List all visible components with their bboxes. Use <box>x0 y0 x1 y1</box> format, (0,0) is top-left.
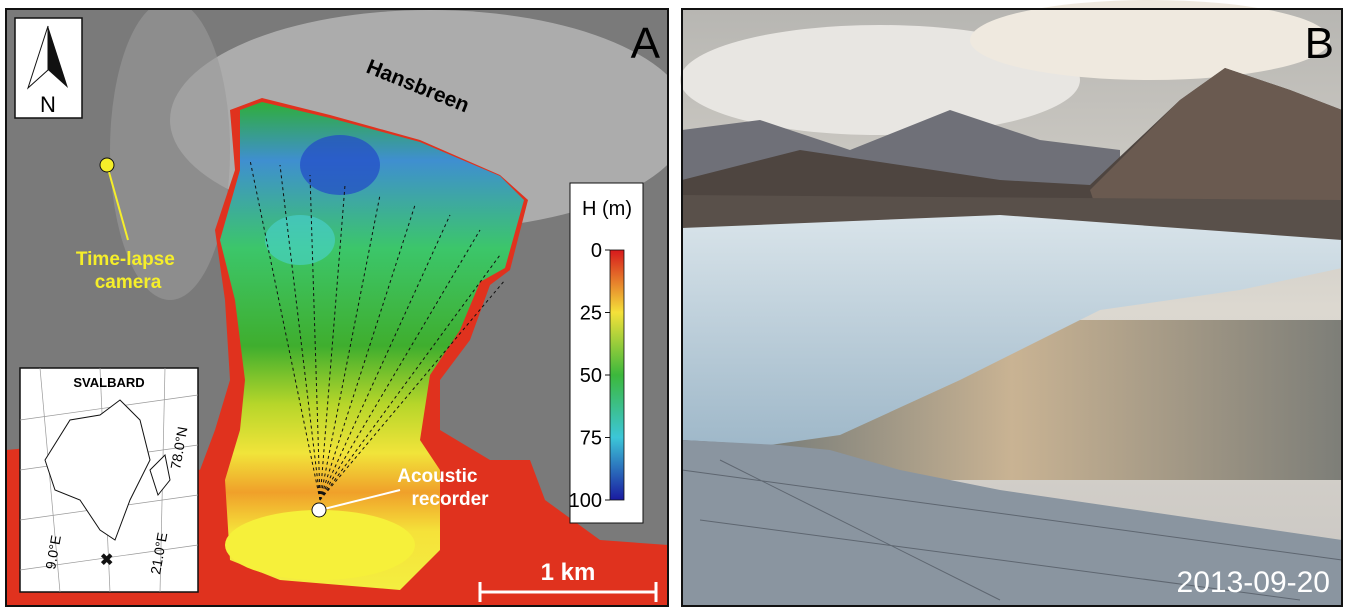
lon-label: 21.0°E <box>147 531 170 575</box>
camera-label-line: camera <box>95 272 162 293</box>
photo-date: 2013-09-20 <box>1177 566 1330 599</box>
colorbar-tick-label: 75 <box>580 428 602 450</box>
scale-bar: 1 km <box>478 559 658 602</box>
photo <box>680 0 1343 606</box>
inset-title: SVALBARD <box>73 375 144 390</box>
recorder-label-line: Acoustic <box>397 466 478 487</box>
svg-text:✖: ✖ <box>100 552 113 569</box>
colorbar-tick-label: 0 <box>591 240 602 262</box>
inset-map: ✖ SVALBARD 78.0°N 9.0°E 21.0°E <box>19 367 199 593</box>
camera-label-line: Time-lapse <box>76 249 175 270</box>
north-arrow: N <box>14 17 83 119</box>
north-label: N <box>40 92 56 117</box>
colorbar-tick-label: 25 <box>580 303 602 325</box>
colorbar-tick-label: 100 <box>569 490 602 512</box>
lat-label: 78.0°N <box>167 425 190 470</box>
recorder-label-line: recorder <box>411 489 489 510</box>
panel-label: A <box>631 19 661 68</box>
colorbar-tick-label: 50 <box>580 365 602 387</box>
map <box>6 9 668 606</box>
colorbar-title: H (m) <box>582 198 632 220</box>
colorbar: H (m) <box>569 182 644 524</box>
panel-label: B <box>1305 19 1334 68</box>
lon-label: 9.0°E <box>42 534 64 571</box>
camera-label: Time-lapse camera <box>76 249 180 293</box>
scale-label: 1 km <box>541 559 596 586</box>
recorder-label: Acoustic recorder <box>397 466 489 510</box>
